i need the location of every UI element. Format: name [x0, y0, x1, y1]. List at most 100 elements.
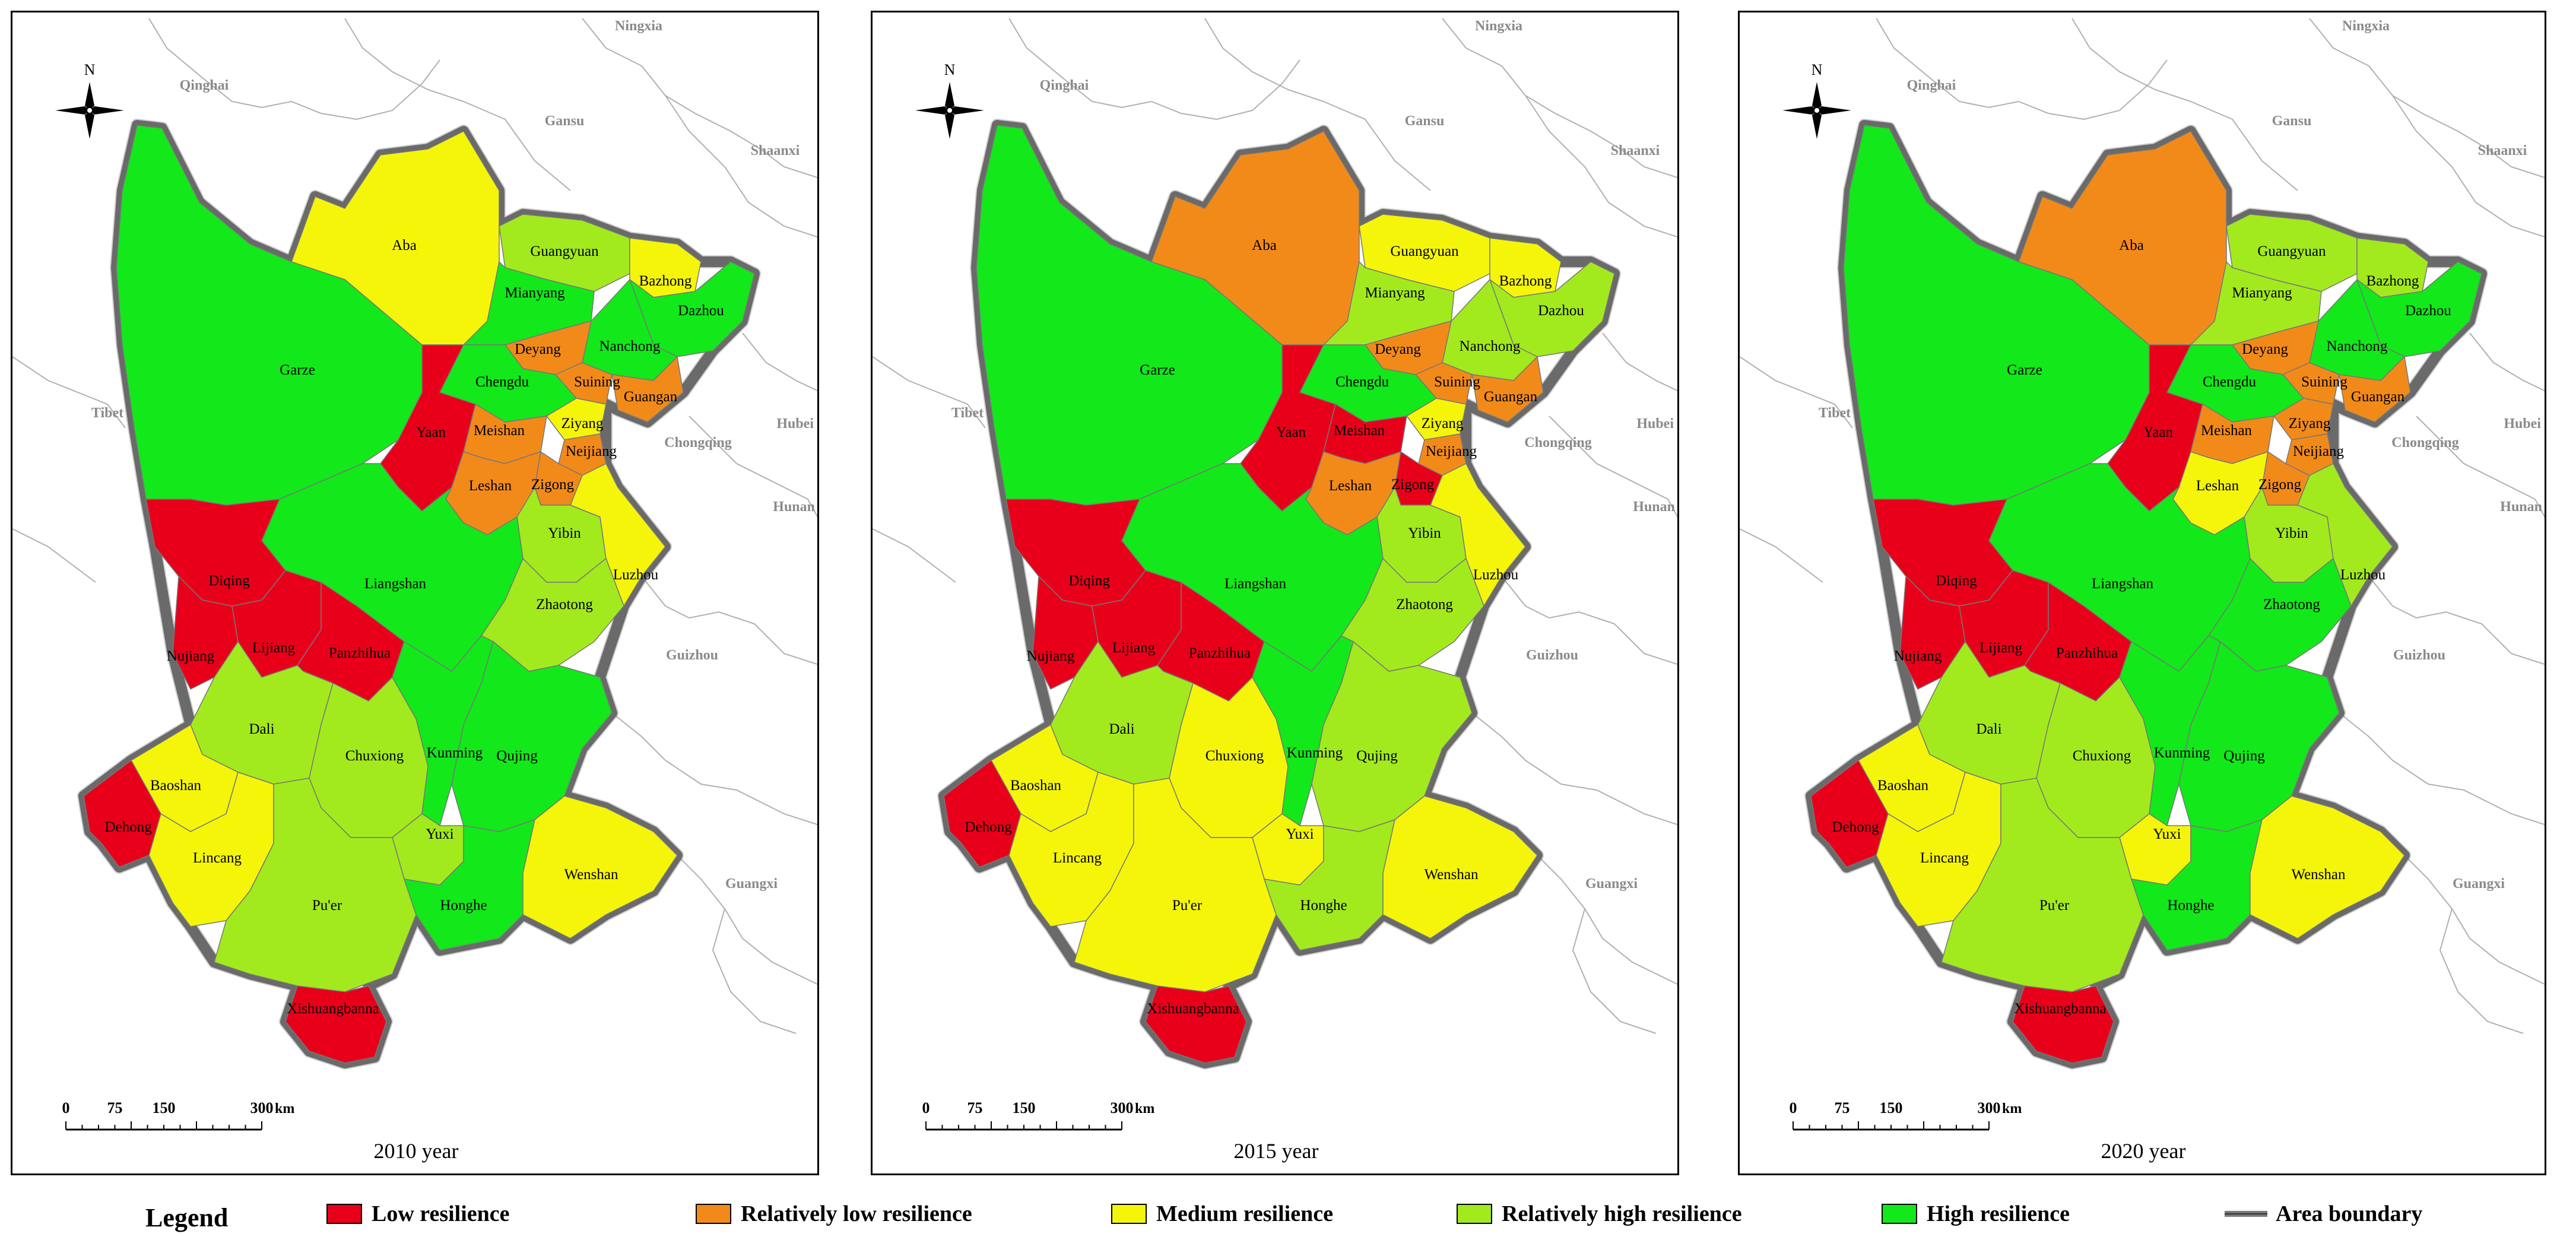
- map-panel-2020: Ningxia Qinghai Gansu Shaanxi Tibet Hubei Chon…: [1738, 11, 2546, 1175]
- region-label-yuxi: Yuxi: [426, 826, 453, 842]
- region-label-guangyuan: Guangyuan: [530, 243, 599, 259]
- neighbor-label-chongqing: Chongqing: [2391, 435, 2458, 451]
- scale-tick-label: 300: [1978, 1099, 2001, 1117]
- region-label-garze: Garze: [280, 362, 315, 378]
- region-label-chengdu: Chengdu: [475, 374, 529, 390]
- province-border-line: [873, 528, 956, 583]
- region-label-nanchong: Nanchong: [599, 338, 661, 354]
- legend-swatch-boundary: [2225, 1211, 2267, 1217]
- scale-unit: km: [275, 1101, 294, 1117]
- scale-tick-label: 150: [153, 1099, 176, 1117]
- north-arrow-icon: N: [55, 61, 124, 139]
- scale-bar: 0 75 150 300 km: [1790, 1099, 2022, 1131]
- region-label-zigong: Zigong: [1391, 477, 1435, 493]
- region-label-puer: Pu'er: [1172, 897, 1203, 914]
- region-label-meishan: Meishan: [2201, 423, 2253, 439]
- year-label: 2020 year: [2101, 1139, 2186, 1163]
- region-wenshan: [2250, 795, 2405, 939]
- neighbor-label-hubei: Hubei: [2504, 416, 2541, 432]
- neighbor-label-hubei: Hubei: [1636, 416, 1674, 432]
- province-border-line: [148, 18, 440, 120]
- region-label-dali: Dali: [249, 721, 274, 737]
- regions: [83, 125, 755, 1064]
- province-border-line: [611, 712, 817, 826]
- region-label-bazhong: Bazhong: [1499, 273, 1552, 289]
- region-label-guangan: Guangan: [1484, 389, 1538, 405]
- region-wenshan: [1382, 795, 1538, 939]
- region-puer: [1941, 778, 2144, 992]
- region-label-meishan: Meishan: [1334, 423, 1385, 439]
- neighbor-boundaries: [1740, 18, 2545, 1034]
- region-label-liangshan: Liangshan: [2092, 576, 2154, 592]
- neighbor-label-hubei: Hubei: [776, 416, 814, 432]
- region-ziyang: [546, 398, 607, 440]
- neighbor-label-guangxi: Guangxi: [1585, 876, 1638, 892]
- region-guangan: [2339, 356, 2411, 423]
- region-label-luzhou: Luzhou: [613, 567, 659, 583]
- region-label-dehong: Dehong: [104, 819, 152, 835]
- region-label-yibin: Yibin: [548, 525, 581, 541]
- region-label-neijiang: Neijiang: [2293, 443, 2345, 459]
- region-label-deyang: Deyang: [2242, 341, 2288, 357]
- map-2020: Ningxia Qinghai Gansu Shaanxi Tibet Hubei Chon…: [1740, 18, 2545, 1163]
- province-border-line: [1740, 356, 1853, 429]
- scale-bar: 0 75 150 300 km: [62, 1099, 294, 1131]
- region-label-qujing: Qujing: [1356, 748, 1398, 764]
- region-label-baoshan: Baoshan: [150, 778, 202, 794]
- region-ziyang: [2273, 398, 2334, 440]
- map-panel-2015: Ningxia Qinghai Gansu Shaanxi Tibet Hubei Chon…: [871, 11, 1679, 1175]
- province-border-line: [1525, 95, 1677, 238]
- region-luzhou: [2297, 463, 2393, 607]
- year-label: 2015 year: [1234, 1139, 1319, 1163]
- region-label-suining: Suining: [2301, 374, 2347, 390]
- region-label-neijiang: Neijiang: [566, 443, 617, 459]
- region-label-zigong: Zigong: [531, 477, 575, 493]
- region-label-neijiang: Neijiang: [1426, 443, 1477, 459]
- scale-unit: km: [1135, 1101, 1154, 1117]
- province-border-line: [1501, 576, 1677, 665]
- region-label-panzhihua: Panzhihua: [2056, 645, 2118, 661]
- region-label-chuxiong: Chuxiong: [1205, 748, 1264, 764]
- province-border-line: [1204, 18, 1431, 191]
- year-label: 2010 year: [374, 1139, 459, 1163]
- region-label-ziyang: Ziyang: [2289, 415, 2331, 432]
- neighbor-label-hunan: Hunan: [1633, 499, 1675, 515]
- province-border-line: [2071, 18, 2298, 191]
- neighbor-label-tibet: Tibet: [1819, 405, 1851, 421]
- neighbor-label-guangxi: Guangxi: [2453, 876, 2505, 892]
- region-label-luzhou: Luzhou: [1473, 567, 1519, 583]
- region-label-yaan: Yaan: [416, 424, 446, 440]
- neighbor-label-gansu: Gansu: [545, 113, 585, 129]
- region-label-mianyang: Mianyang: [1365, 285, 1425, 301]
- neighbor-label-guangxi: Guangxi: [725, 876, 778, 892]
- region-label-wenshan: Wenshan: [564, 867, 618, 883]
- province-border-line: [665, 95, 817, 238]
- region-label-dazhou: Dazhou: [678, 303, 724, 319]
- region-label-wenshan: Wenshan: [2291, 867, 2346, 883]
- region-labels: Aba Garze Guangyuan Bazhong Mianyang Dazhou Na…: [1832, 237, 2451, 1017]
- province-border-line: [1572, 908, 1657, 1034]
- region-guangan: [1471, 356, 1544, 423]
- province-border-line: [1549, 415, 1677, 518]
- scale-tick-label: 0: [1790, 1099, 1797, 1117]
- neighbor-label-shaanxi: Shaanxi: [751, 143, 800, 158]
- region-label-suining: Suining: [574, 374, 620, 390]
- region-label-dehong: Dehong: [965, 819, 1012, 835]
- scale-tick-label: 75: [1835, 1099, 1850, 1117]
- region-wenshan: [522, 795, 678, 939]
- region-dehong: [943, 760, 1021, 868]
- province-border-line: [712, 908, 797, 1034]
- region-label-zigong: Zigong: [2258, 477, 2302, 493]
- neighbor-labels: Ningxia Qinghai Gansu Shaanxi Tibet Hubei Chon…: [1819, 18, 2542, 892]
- region-ziyang: [1406, 398, 1467, 440]
- scale-tick-label: 300: [250, 1099, 274, 1117]
- province-border-line: [689, 415, 817, 518]
- neighbor-boundaries: [12, 18, 817, 1034]
- region-label-lincang: Lincang: [1920, 850, 1969, 866]
- region-label-mianyang: Mianyang: [505, 285, 565, 301]
- scale-tick-label: 0: [922, 1099, 930, 1117]
- region-label-leshan: Leshan: [2196, 478, 2239, 494]
- map-2010: Ningxia Qinghai Gansu Shaanxi Tibet Hubei Chon…: [12, 18, 817, 1163]
- neighbor-label-shaanxi: Shaanxi: [1611, 143, 1660, 158]
- region-puer: [214, 778, 417, 992]
